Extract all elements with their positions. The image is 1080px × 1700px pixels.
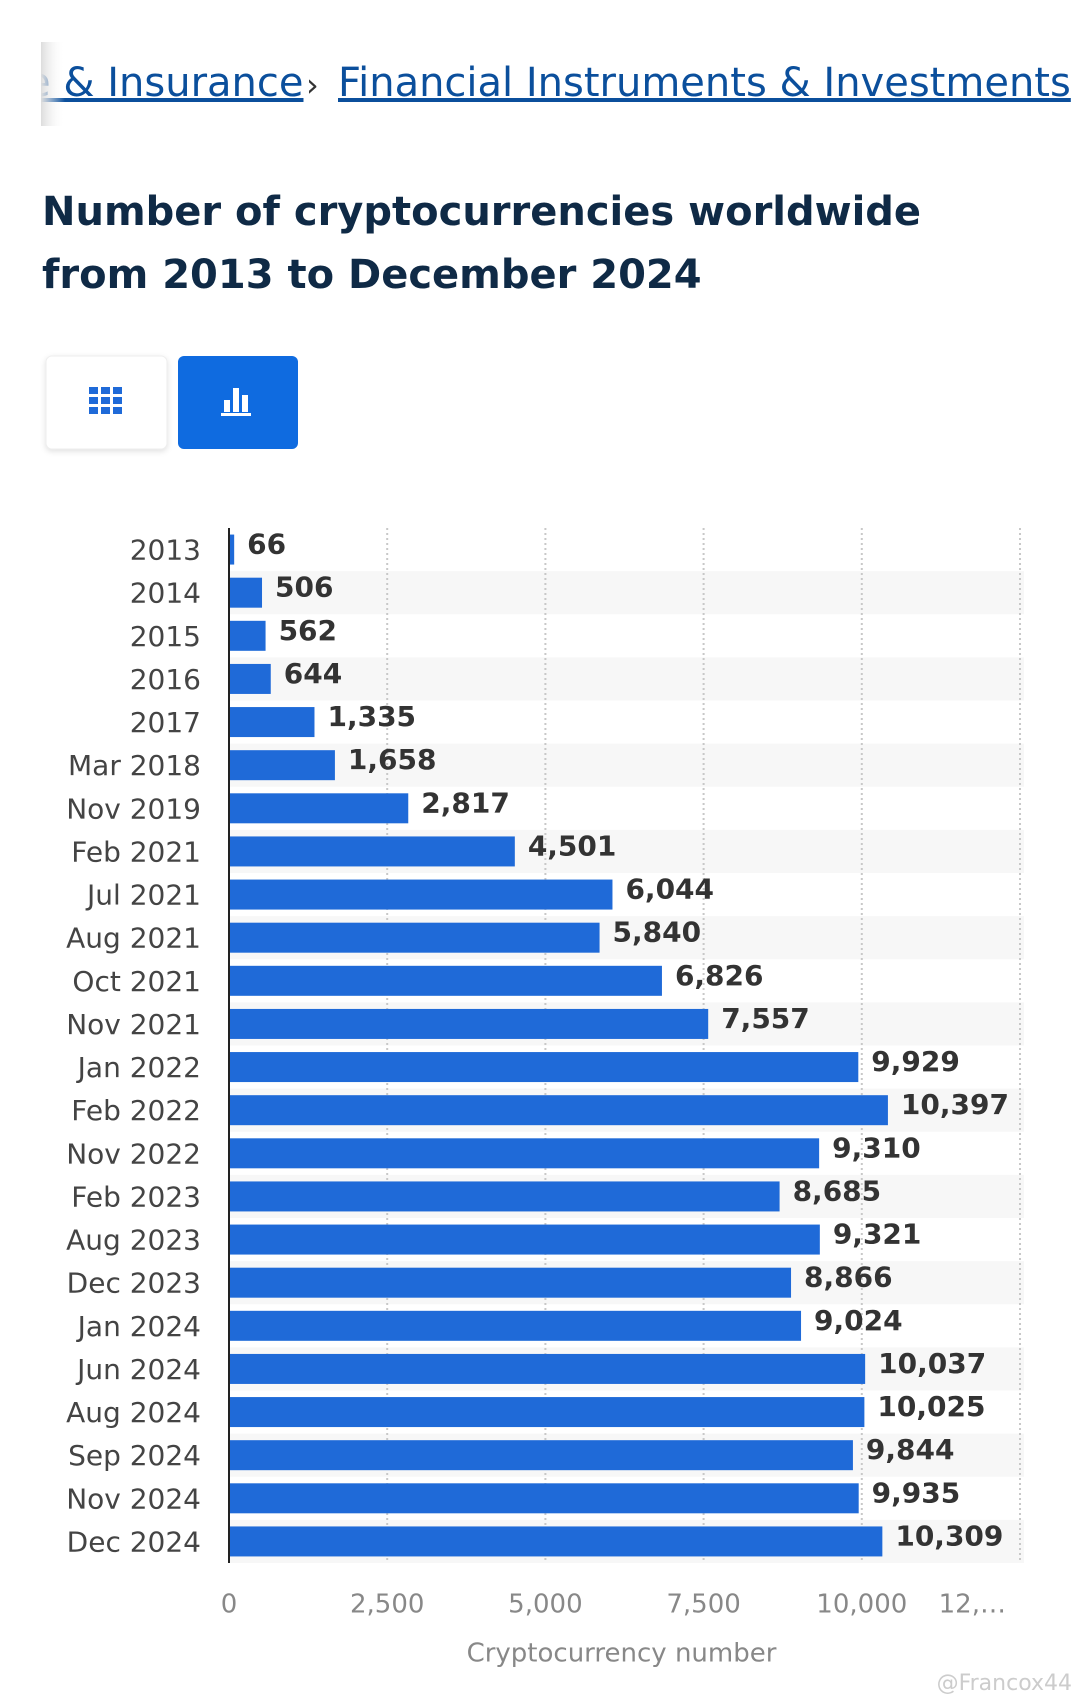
y-tick-label: Dec 2024 bbox=[67, 1525, 201, 1558]
bar bbox=[230, 1526, 883, 1557]
bar bbox=[230, 836, 515, 867]
table-view-button[interactable] bbox=[45, 355, 168, 450]
bar bbox=[230, 1181, 780, 1212]
bar bbox=[230, 1052, 859, 1083]
bar bbox=[230, 965, 662, 996]
x-tick-label: 10,000 bbox=[816, 1590, 907, 1620]
value-label: 9,024 bbox=[814, 1304, 903, 1337]
value-label: 9,310 bbox=[832, 1131, 921, 1164]
y-tick-label: Mar 2018 bbox=[68, 749, 201, 782]
bar bbox=[230, 1353, 866, 1384]
y-tick-label: Jan 2022 bbox=[76, 1051, 201, 1084]
y-tick-label: Feb 2021 bbox=[71, 835, 201, 868]
bar bbox=[230, 1267, 792, 1298]
bar bbox=[230, 663, 271, 694]
chart: 0 2,500 5,000 7,500 10,000 12,… 2013 66 2014 506 2… bbox=[66, 528, 1024, 1669]
bar bbox=[230, 1310, 802, 1341]
breadcrumb-separator: › bbox=[306, 66, 319, 104]
row-stripe bbox=[229, 657, 1024, 701]
x-axis-label: Cryptocurrency number bbox=[467, 1639, 777, 1669]
fade bbox=[41, 42, 65, 126]
bar bbox=[230, 577, 263, 608]
y-tick-label: Feb 2022 bbox=[71, 1094, 201, 1127]
value-label: 6,826 bbox=[675, 959, 764, 992]
y-tick-label: Aug 2023 bbox=[66, 1224, 201, 1257]
bar bbox=[230, 1138, 820, 1169]
y-tick-label: Nov 2024 bbox=[66, 1482, 201, 1515]
value-label: 644 bbox=[284, 657, 342, 690]
value-label: 9,844 bbox=[866, 1433, 955, 1466]
y-tick-label: Nov 2021 bbox=[66, 1008, 201, 1041]
y-tick-label: 2013 bbox=[130, 534, 201, 567]
value-label: 1,335 bbox=[327, 700, 416, 733]
bar bbox=[230, 620, 266, 651]
y-tick-label: Jul 2021 bbox=[85, 879, 201, 912]
chart-title: Number of cryptocurrencies worldwide from… bbox=[42, 189, 921, 298]
bar bbox=[230, 793, 409, 824]
breadcrumb-link[interactable]: Financial Instruments & Investments bbox=[338, 60, 1071, 106]
value-label: 10,309 bbox=[895, 1519, 1003, 1552]
y-tick-label: Nov 2022 bbox=[66, 1137, 201, 1170]
bar bbox=[230, 1008, 709, 1039]
y-tick-label: Aug 2024 bbox=[66, 1396, 201, 1429]
value-label: 506 bbox=[275, 571, 333, 604]
value-label: 1,658 bbox=[348, 743, 437, 776]
x-tick-label: 12,… bbox=[939, 1590, 1006, 1620]
value-label: 5,840 bbox=[613, 916, 702, 949]
y-tick-label: 2017 bbox=[130, 706, 201, 739]
bar bbox=[230, 750, 335, 781]
value-label: 9,321 bbox=[833, 1218, 922, 1251]
row-stripe bbox=[229, 743, 1024, 787]
value-label: 7,557 bbox=[721, 1002, 810, 1035]
bar bbox=[230, 922, 600, 953]
value-label: 2,817 bbox=[421, 786, 510, 819]
y-tick-label: Aug 2021 bbox=[66, 922, 201, 955]
value-label: 562 bbox=[279, 614, 337, 647]
watermark: @Francox44 bbox=[937, 1671, 1072, 1696]
value-label: 6,044 bbox=[625, 873, 714, 906]
y-tick-label: Nov 2019 bbox=[66, 792, 201, 825]
value-label: 66 bbox=[247, 528, 286, 561]
y-tick-label: Jan 2024 bbox=[76, 1310, 201, 1343]
value-label: 10,025 bbox=[877, 1390, 985, 1423]
bar bbox=[230, 1483, 859, 1514]
x-tick-label: 7,500 bbox=[666, 1590, 740, 1620]
x-tick-label: 5,000 bbox=[508, 1590, 582, 1620]
value-label: 8,685 bbox=[793, 1174, 882, 1207]
bar bbox=[230, 1224, 820, 1255]
value-label: 10,037 bbox=[878, 1347, 986, 1380]
value-label: 8,866 bbox=[804, 1261, 893, 1294]
y-tick-label: 2015 bbox=[130, 620, 201, 653]
y-tick-label: Feb 2023 bbox=[71, 1180, 201, 1213]
value-label: 9,935 bbox=[872, 1476, 961, 1509]
bar bbox=[230, 1095, 888, 1126]
value-label: 9,929 bbox=[871, 1045, 960, 1078]
x-tick-label: 2,500 bbox=[350, 1590, 424, 1620]
row-stripe bbox=[229, 571, 1024, 615]
bar bbox=[230, 1440, 853, 1471]
y-tick-label: Oct 2021 bbox=[72, 965, 201, 998]
bar bbox=[230, 1397, 865, 1428]
y-tick-label: 2016 bbox=[130, 663, 201, 696]
y-tick-label: 2014 bbox=[130, 577, 201, 610]
chart-view-button[interactable] bbox=[178, 356, 298, 449]
y-tick-label: Dec 2023 bbox=[67, 1267, 201, 1300]
bar bbox=[230, 534, 235, 565]
bar bbox=[230, 707, 315, 738]
y-tick-label: Sep 2024 bbox=[68, 1439, 201, 1472]
value-label: 4,501 bbox=[528, 829, 617, 862]
bar bbox=[230, 879, 613, 910]
breadcrumb-link[interactable]: e & Insurance bbox=[26, 60, 303, 106]
y-tick-label: Jun 2024 bbox=[75, 1353, 201, 1386]
value-label: 10,397 bbox=[901, 1088, 1009, 1121]
x-tick-label: 0 bbox=[221, 1590, 238, 1620]
